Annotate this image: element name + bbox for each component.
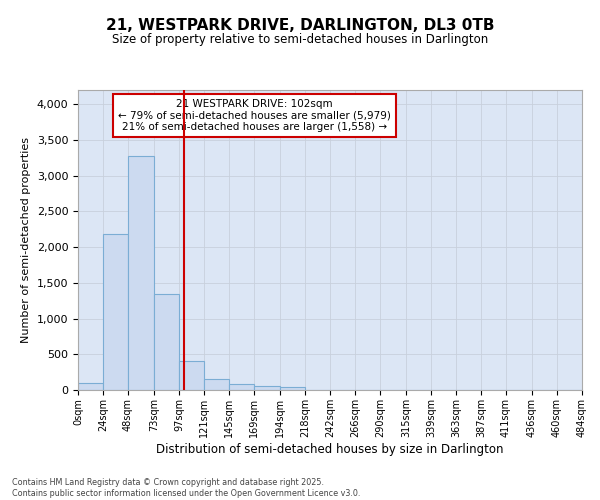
Bar: [204, 379, 229, 390]
Text: 21, WESTPARK DRIVE, DARLINGTON, DL3 0TB: 21, WESTPARK DRIVE, DARLINGTON, DL3 0TB: [106, 18, 494, 32]
Bar: [128, 156, 154, 390]
Text: 21 WESTPARK DRIVE: 102sqm
← 79% of semi-detached houses are smaller (5,979)
21% : 21 WESTPARK DRIVE: 102sqm ← 79% of semi-…: [118, 99, 391, 132]
Bar: [179, 362, 204, 390]
Y-axis label: Number of semi-detached properties: Number of semi-detached properties: [21, 137, 31, 343]
X-axis label: Distribution of semi-detached houses by size in Darlington: Distribution of semi-detached houses by …: [156, 442, 504, 456]
Text: Contains HM Land Registry data © Crown copyright and database right 2025.
Contai: Contains HM Land Registry data © Crown c…: [12, 478, 361, 498]
Bar: [229, 384, 254, 390]
Bar: [254, 386, 280, 390]
Bar: [78, 383, 103, 390]
Bar: [154, 294, 179, 390]
Bar: [280, 387, 305, 390]
Text: Size of property relative to semi-detached houses in Darlington: Size of property relative to semi-detach…: [112, 32, 488, 46]
Bar: [103, 234, 128, 390]
